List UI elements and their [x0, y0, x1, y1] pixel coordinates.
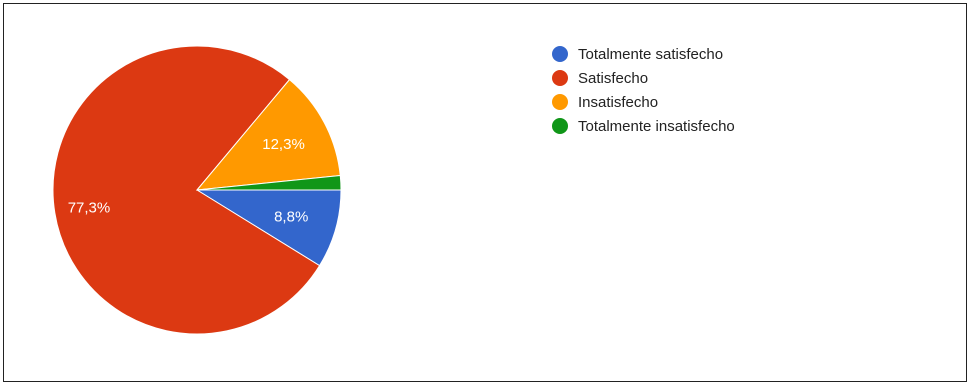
legend-label: Totalmente insatisfecho	[578, 117, 735, 135]
legend-item: Satisfecho	[552, 66, 735, 90]
pie-slice	[196, 175, 342, 191]
legend-swatch	[552, 118, 568, 134]
legend-item: Totalmente satisfecho	[552, 42, 735, 66]
legend-item: Totalmente insatisfecho	[552, 114, 735, 138]
legend-item: Insatisfecho	[552, 90, 735, 114]
slice-value-label: 12,3%	[262, 136, 305, 153]
pie-slice	[195, 78, 341, 191]
legend-swatch	[552, 94, 568, 110]
slice-value-label: 77,3%	[68, 199, 111, 216]
pie-slices	[52, 45, 342, 335]
legend-swatch	[552, 70, 568, 86]
slice-value-label: 8,8%	[274, 209, 308, 226]
legend-swatch	[552, 46, 568, 62]
legend-label: Satisfecho	[578, 69, 649, 87]
legend-label: Insatisfecho	[578, 93, 659, 111]
legend-label: Totalmente satisfecho	[578, 45, 724, 63]
pie-labels: 8,8% 77,3% 12,3%	[68, 136, 309, 226]
pie-slice	[52, 45, 321, 335]
legend: Totalmente satisfecho Satisfecho Insatisfe…	[552, 42, 735, 138]
